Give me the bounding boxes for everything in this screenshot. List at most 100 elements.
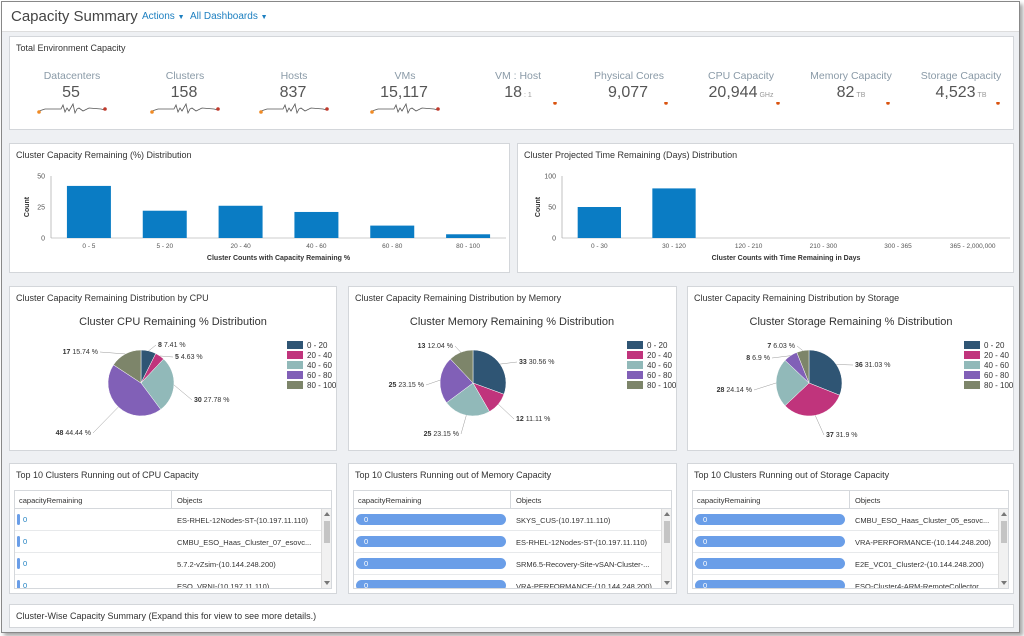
column-header-objects[interactable]: Objects [516,496,542,505]
scroll-down-icon[interactable] [324,581,330,585]
pie-slice[interactable] [775,359,810,407]
table-row[interactable]: 0 5.7.2-vZsim-(10.144.248.200) [15,553,331,575]
object-name[interactable]: SRM6.5-Recovery-Site-vSAN-Cluster-... [516,560,650,569]
kpi-unit: GHz [759,92,774,99]
scrollbar[interactable] [661,509,671,588]
bar[interactable] [142,210,187,238]
scrollbar[interactable] [998,509,1008,588]
bar[interactable] [446,234,491,238]
column-header-objects[interactable]: Objects [177,496,203,505]
pie-slice[interactable] [140,358,175,410]
sparkline-dot [664,102,668,105]
table-row[interactable]: 0 E2E_VC01_Cluster2-(10.144.248.200) [693,553,1008,575]
column-header-capacity[interactable]: capacityRemaining [358,496,422,505]
legend-item[interactable]: 0 - 20 [287,341,336,351]
kpi-tile[interactable]: CPU Capacity 20,944 GHz [686,70,796,116]
pie-slice[interactable] [113,349,142,384]
table-row[interactable]: 0 SRM6.5-Recovery-Site-vSAN-Cluster-... [354,553,671,575]
kpi-tile[interactable]: VM : Host 18: 1 [463,70,573,116]
cluster-wise-summary-panel[interactable]: Cluster-Wise Capacity Summary (Expand th… [9,604,1014,628]
table-row[interactable]: 0 ES-RHEL-12Nodes-ST-(10.197.11.110) [15,509,331,531]
bar[interactable] [370,225,415,238]
legend-item[interactable]: 20 - 40 [287,351,336,361]
pie-data-label: 30 27.78 % [194,397,229,404]
pie-leader-line [498,404,515,420]
column-header-objects[interactable]: Objects [855,496,881,505]
legend-label: 40 - 60 [307,361,332,370]
bar[interactable] [577,207,621,238]
object-name[interactable]: ES-RHEL-12Nodes-ST-(10.197.11.110) [177,516,309,525]
page-title: Capacity Summary [11,8,138,25]
legend-item[interactable]: 80 - 100 [964,381,1013,391]
table-row[interactable]: 0 CMBU_ESO_Haas_Cluster_07_esovc... [15,531,331,553]
bar[interactable] [652,188,696,238]
scrollbar[interactable] [321,509,331,588]
kpi-tile[interactable]: Physical Cores 9,077 [574,70,684,116]
kpi-tile[interactable]: Datacenters 55 [17,70,127,116]
scroll-down-icon[interactable] [1001,581,1007,585]
scroll-up-icon[interactable] [664,512,670,516]
table-header: capacityRemaining Objects [15,491,331,509]
legend-item[interactable]: 20 - 40 [627,351,676,361]
table-row[interactable]: 0 CMBU_ESO_Haas_Cluster_05_esovc... [693,509,1008,531]
pie-slice[interactable] [784,382,840,417]
all-dashboards-menu[interactable]: All Dashboards ▼ [190,11,268,22]
legend-item[interactable]: 20 - 40 [964,351,1013,361]
pie-slice[interactable] [439,358,474,404]
legend-item[interactable]: 60 - 80 [964,371,1013,381]
actions-menu[interactable]: Actions ▼ [142,11,185,22]
object-name[interactable]: SKYS_CUS-(10.197.11.110) [516,516,611,525]
scrollbar-thumb[interactable] [324,521,330,543]
object-name[interactable]: CMBU_ESO_Haas_Cluster_05_esovc... [855,516,990,525]
table-row[interactable]: 0 VRA-PERFORMANCE-(10.144.248.200) [354,575,671,589]
legend-item[interactable]: 60 - 80 [287,371,336,381]
table-row[interactable]: 0 SKYS_CUS-(10.197.11.110) [354,509,671,531]
scroll-up-icon[interactable] [324,512,330,516]
kpi-tile[interactable]: Storage Capacity 4,523 TB [906,70,1016,116]
legend-item[interactable]: 0 - 20 [964,341,1013,351]
object-name[interactable]: VRA-PERFORMANCE-(10.144.248.200) [516,582,652,589]
bar[interactable] [294,211,339,238]
pie-data-label: 8 7.41 % [158,342,186,349]
column-header-capacity[interactable]: capacityRemaining [19,496,83,505]
legend-item[interactable]: 80 - 100 [627,381,676,391]
object-name[interactable]: CMBU_ESO_Haas_Cluster_07_esovc... [177,538,312,547]
kpi-tile[interactable]: Clusters 158 [130,70,240,116]
legend-item[interactable]: 60 - 80 [627,371,676,381]
sparkline [37,102,107,115]
x-tick-label: 210 - 300 [810,243,838,250]
object-name[interactable]: 5.7.2-vZsim-(10.144.248.200) [177,560,276,569]
object-name[interactable]: ESO_VRNI-(10.197.11.110) [177,582,270,589]
scrollbar-thumb[interactable] [664,521,670,543]
cpu-pie-chart: Cluster CPU Remaining % Distribution 8 7.… [56,316,267,437]
scroll-down-icon[interactable] [664,581,670,585]
pie-data-label: 25 23.15 % [389,382,424,389]
column-header-capacity[interactable]: capacityRemaining [697,496,761,505]
table-row[interactable]: 0 ESO_VRNI-(10.197.11.110) [15,575,331,589]
legend-item[interactable]: 40 - 60 [287,361,336,371]
kpi-tile[interactable]: Hosts 837 [239,70,349,116]
pie-slice[interactable] [446,382,490,417]
legend-item[interactable]: 40 - 60 [964,361,1013,371]
bar[interactable] [66,185,111,238]
kpi-tile[interactable]: Memory Capacity 82 TB [796,70,906,116]
pie-slice[interactable] [450,349,474,384]
capacity-remaining-panel: Cluster Capacity Remaining (%) Distribut… [9,143,510,273]
kpi-tile[interactable]: VMs 15,117 [350,70,460,116]
table-row[interactable]: 0 ES-RHEL-12Nodes-ST-(10.197.11.110) [354,531,671,553]
object-name[interactable]: VRA-PERFORMANCE-(10.144.248.200) [855,538,991,547]
legend-item[interactable]: 40 - 60 [627,361,676,371]
object-name[interactable]: ESO-Cluster4-ARM-RemoteCollector... [855,582,985,589]
legend-item[interactable]: 80 - 100 [287,381,336,391]
scroll-up-icon[interactable] [1001,512,1007,516]
object-name[interactable]: ES-RHEL-12Nodes-ST-(10.197.11.110) [516,538,648,547]
legend-item[interactable]: 0 - 20 [627,341,676,351]
pie-data-label: 33 30.56 % [519,359,554,366]
scrollbar-thumb[interactable] [1001,521,1007,543]
table-row[interactable]: 0 VRA-PERFORMANCE-(10.144.248.200) [693,531,1008,553]
pie-slice[interactable] [107,364,162,417]
table-row[interactable]: 0 ESO-Cluster4-ARM-RemoteCollector... [693,575,1008,589]
bar[interactable] [218,205,263,238]
legend-swatch [964,341,980,349]
object-name[interactable]: E2E_VC01_Cluster2-(10.144.248.200) [855,560,984,569]
